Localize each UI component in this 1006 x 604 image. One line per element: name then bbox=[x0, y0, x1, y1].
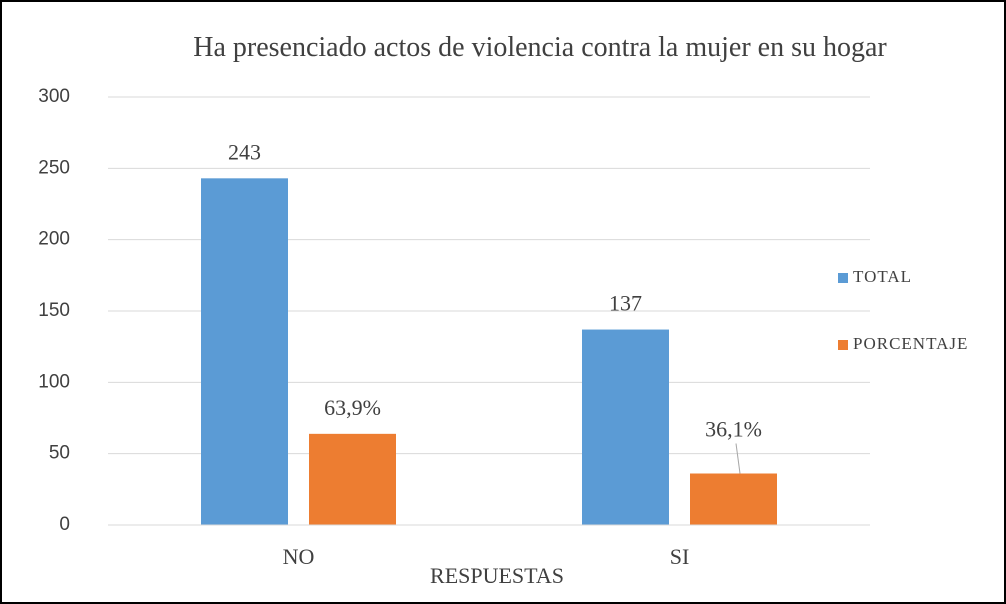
legend-swatch bbox=[838, 273, 848, 283]
chart-title: Ha presenciado actos de violencia contra… bbox=[193, 32, 887, 63]
x-axis-label: RESPUESTAS bbox=[430, 563, 564, 588]
value-label: 243 bbox=[228, 139, 261, 164]
legend-label: TOTAL bbox=[853, 267, 912, 286]
legend-label: PORCENTAJE bbox=[853, 334, 968, 353]
legend-swatch bbox=[838, 340, 848, 350]
bar bbox=[582, 329, 669, 525]
value-label: 36,1% bbox=[705, 417, 762, 442]
value-label: 63,9% bbox=[324, 395, 381, 420]
y-tick-label: 0 bbox=[59, 514, 70, 535]
bar bbox=[690, 473, 777, 525]
leader-line bbox=[735, 443, 741, 474]
y-tick-label: 100 bbox=[38, 371, 70, 392]
y-tick-label: 200 bbox=[38, 229, 70, 250]
y-tick-label: 250 bbox=[38, 157, 70, 178]
y-tick-label: 300 bbox=[38, 86, 70, 107]
y-tick-label: 150 bbox=[38, 300, 70, 321]
x-tick-label: SI bbox=[670, 544, 690, 569]
bar bbox=[201, 178, 288, 525]
bar bbox=[309, 433, 396, 525]
y-tick-label: 50 bbox=[49, 443, 70, 464]
value-label: 137 bbox=[609, 291, 642, 316]
x-tick-label: NO bbox=[283, 544, 315, 569]
